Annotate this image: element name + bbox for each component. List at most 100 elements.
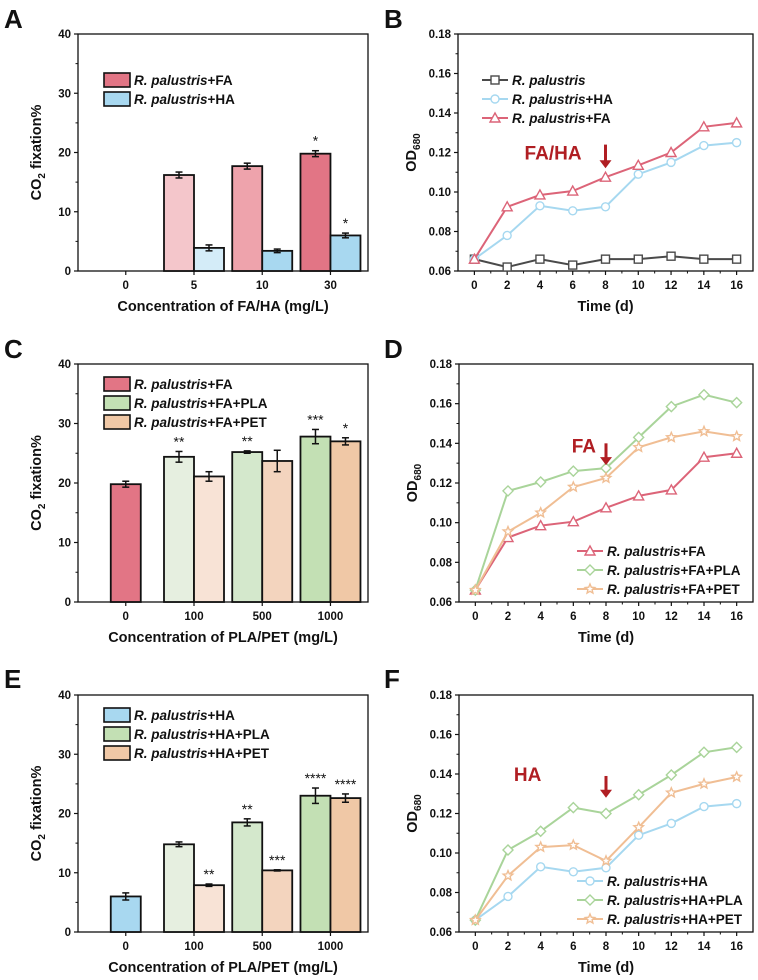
y-tick-label: 40: [58, 29, 71, 41]
legend-label: R. palustris: [512, 73, 586, 88]
y-title-part: OD: [404, 150, 420, 172]
y-tick-label: 0.08: [429, 227, 452, 239]
bars: *********** ****: [109, 770, 362, 933]
legend-item: R. palustris+HA: [577, 874, 708, 889]
legend-swatch: [103, 91, 131, 107]
annotation: FA/HA: [525, 143, 612, 169]
x-tick-label: 14: [697, 280, 710, 292]
y-title-subscript: 680: [413, 463, 424, 480]
marker-diamond: [632, 788, 645, 801]
marker-triangle: [599, 501, 613, 513]
marker-square: [600, 254, 611, 264]
y-title-subscript: 2: [37, 173, 48, 179]
y-title-part: OD: [405, 480, 421, 502]
series-2: [468, 424, 744, 596]
legend-label-italic: R. palustris: [134, 92, 208, 107]
y-tick-label: 0.16: [429, 69, 451, 81]
legend-label-italic: R. palustris: [134, 746, 208, 761]
legend-label-italic: R. palustris: [512, 111, 586, 126]
series-2: [468, 770, 744, 926]
legend-label-suffix: +HA: [208, 92, 236, 107]
marker-circle: [731, 137, 742, 148]
legend-swatch: [103, 745, 131, 761]
legend-label-italic: R. palustris: [607, 893, 681, 908]
panel-F: F 0.06 0.08 0.10 0.12 0.14 0.16 0.18 OD680 0 2 4 6 8 1…: [384, 664, 754, 976]
y-axis-title: OD680: [405, 463, 424, 502]
y-axis-title: OD680: [405, 794, 424, 833]
x-axis-title: Time (d): [578, 630, 634, 646]
marker-circle: [699, 140, 709, 151]
series-lines: [468, 741, 744, 927]
x-tick-label: 12: [665, 280, 678, 292]
marker-star: [501, 868, 515, 882]
marker-circle: [600, 202, 611, 212]
y-title-part: fixation%: [29, 105, 45, 174]
marker-star: [566, 838, 580, 851]
x-tick-label: 0: [123, 611, 129, 623]
x-tick-label: 6: [570, 941, 576, 953]
significance-mark: **: [242, 801, 253, 817]
bar: [261, 869, 294, 933]
arrow-head-icon: [599, 160, 612, 169]
significance-mark: ***: [269, 852, 286, 868]
x-tick-label: 0: [472, 611, 478, 623]
y-tick-label: 0.16: [430, 399, 452, 411]
x-tick-label: 30: [324, 280, 337, 292]
legend-label: R. palustris+HA: [134, 92, 235, 107]
marker-diamond: [698, 746, 710, 759]
y-tick-label: 20: [58, 478, 71, 490]
legend-item: R. palustris+HA+PLA: [103, 726, 270, 742]
y-title-part: fixation%: [29, 435, 45, 504]
legend-swatch: [103, 707, 131, 723]
panel-B: B 0.06 0.08 0.10 0.12 0.14 0.16 0.18 OD680 0 2 4 6 8 1…: [384, 4, 754, 315]
x-axis-title: Time (d): [577, 299, 633, 315]
y-tick-label: 0.08: [430, 888, 453, 900]
y-tick-label: 0.12: [429, 148, 451, 160]
y-title-part: fixation%: [29, 766, 45, 835]
marker-circle: [503, 891, 513, 902]
y-title-subscript: 680: [412, 133, 423, 150]
marker-diamond: [584, 564, 596, 576]
significance-mark: **: [242, 433, 253, 449]
x-tick-label: 4: [537, 941, 544, 953]
y-tick-label: 10: [58, 207, 71, 219]
bar: [329, 234, 362, 272]
legend-item: R. palustris+FA+PET: [103, 414, 268, 430]
y-tick-label: 0.18: [430, 690, 453, 702]
significance-mark: ***: [307, 411, 324, 427]
annotation-text: FA/HA: [525, 143, 582, 164]
series-1: [469, 137, 742, 264]
legend-item: R. palustris+FA+PLA: [103, 395, 268, 411]
marker-circle: [666, 818, 677, 829]
bar: [329, 440, 362, 603]
bar: [231, 165, 264, 272]
legend-swatch: [103, 72, 131, 88]
legend-label-suffix: +HA+PLA: [208, 727, 271, 742]
legend-label: R. palustris+HA+PET: [607, 912, 743, 927]
marker-diamond: [567, 465, 580, 478]
marker-diamond: [665, 768, 678, 781]
legend-label: R. palustris+HA: [134, 708, 235, 723]
x-axis: 0 100 500 1000: [123, 932, 343, 953]
legend-swatch: [103, 395, 131, 411]
panel-A: A 0 10 20 30 40 CO2 fixation% 0 5 10 30 Concentrati…: [4, 4, 369, 315]
marker-diamond: [600, 807, 612, 820]
series-lines: [468, 116, 743, 272]
marker-triangle: [697, 450, 711, 462]
legend-item: R. palustris+FA+PLA: [577, 563, 741, 578]
y-tick-label: 30: [58, 749, 71, 761]
panel-E: E 0 10 20 30 40 CO2 fixation% 0 100 500 1000 Concen…: [4, 664, 369, 976]
legend-label: R. palustris+FA: [512, 111, 611, 126]
legend-label: R. palustris+HA+PLA: [134, 727, 270, 742]
y-tick-label: 40: [58, 359, 71, 371]
panel-label: A: [4, 4, 23, 34]
legend-label-suffix: +FA: [208, 73, 233, 88]
marker-diamond: [534, 825, 547, 838]
legend-label-italic: R. palustris: [134, 73, 208, 88]
panel-label: B: [384, 4, 403, 34]
bar: [109, 895, 142, 933]
series-1: [469, 388, 743, 597]
marker-triangle: [566, 184, 579, 196]
y-tick-label: 0: [65, 266, 71, 278]
